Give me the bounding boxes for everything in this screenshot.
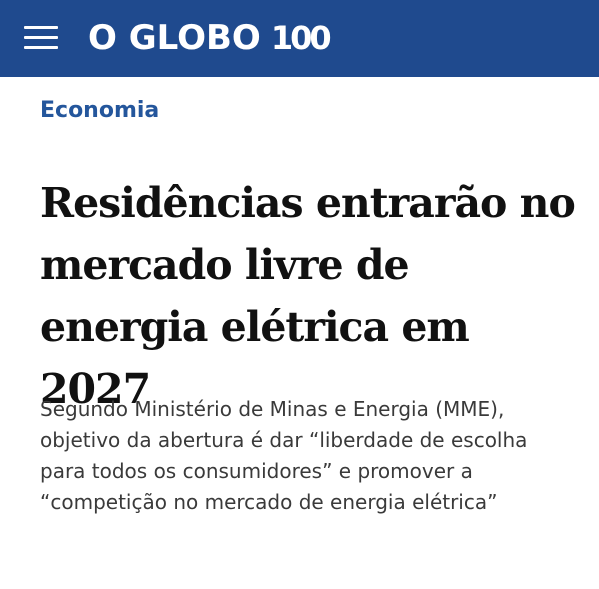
site-logo[interactable]: O GLOBO 100 xyxy=(88,14,332,62)
logo-word: O GLOBO xyxy=(88,18,261,58)
site-header: O GLOBO 100 xyxy=(0,0,599,77)
hamburger-menu-icon[interactable] xyxy=(24,22,58,54)
article-title: Residências entrarão no mercado livre de… xyxy=(40,179,576,413)
logo-number: 100 xyxy=(270,19,332,57)
section-label[interactable]: Economia xyxy=(40,98,160,123)
article-subtitle: Segundo Ministério de Minas e Energia (M… xyxy=(40,397,528,514)
